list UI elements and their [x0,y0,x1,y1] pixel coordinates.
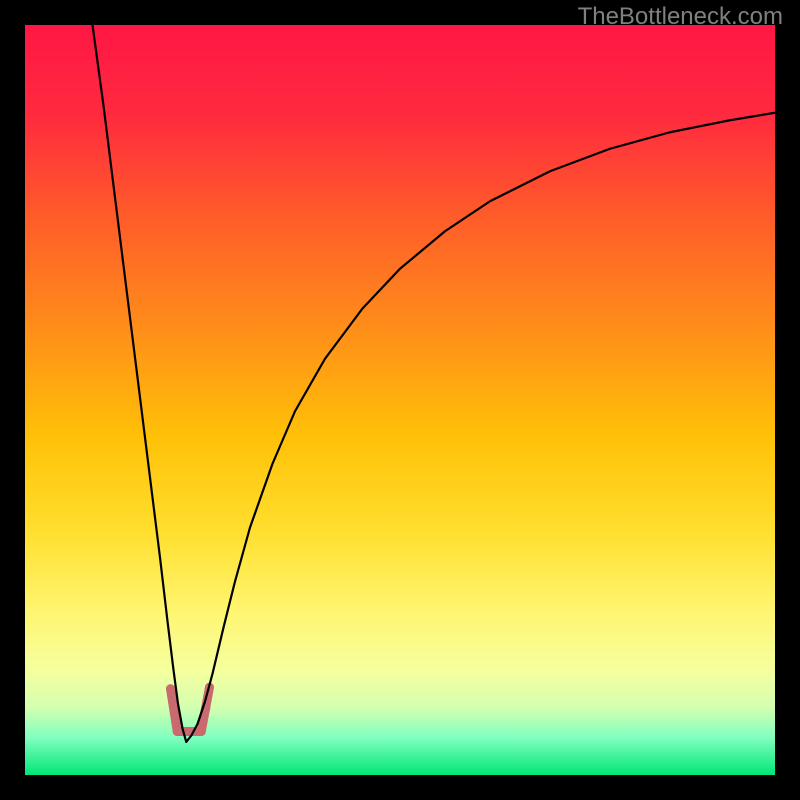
watermark-text: TheBottleneck.com [578,3,783,31]
valley-dot [166,684,175,693]
plot-area [25,25,775,775]
gradient-background [25,25,775,775]
valley-dot [197,727,206,736]
valley-dot [170,707,179,716]
chart-svg [25,25,775,775]
valley-dot [173,727,182,736]
